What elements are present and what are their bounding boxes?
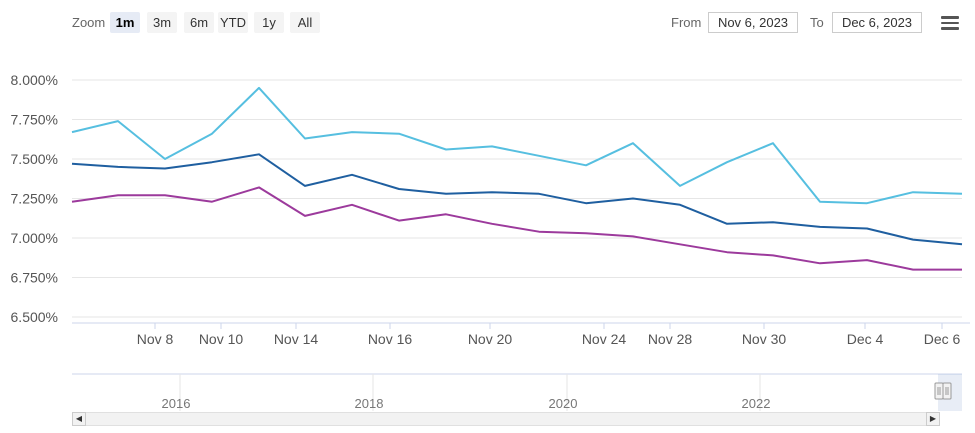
x-tick-label: Nov 24	[582, 331, 627, 347]
from-label: From	[671, 15, 702, 30]
series-line-3[interactable]	[71, 186, 962, 271]
x-tick-label: Dec 4	[847, 331, 884, 347]
navigator-year-label: 2016	[162, 396, 191, 411]
range-selector-toolbar: Zoom 1m 3m 6m YTD 1y All From To	[0, 0, 975, 46]
x-tick-label: Nov 14	[274, 331, 319, 347]
x-tick-label: Nov 20	[468, 331, 513, 347]
y-tick-label: 7.000%	[11, 230, 58, 246]
arrow-right-icon[interactable]: ▶	[926, 412, 940, 426]
from-date-input[interactable]	[708, 12, 798, 33]
navigator-scrollbar-track[interactable]	[86, 412, 926, 426]
grip-handle-icon[interactable]	[934, 382, 944, 400]
to-label: To	[810, 15, 824, 30]
x-tick-label: Nov 16	[368, 331, 413, 347]
y-tick-label: 6.500%	[11, 309, 58, 325]
zoom-ytd-button[interactable]: YTD	[218, 12, 248, 33]
navigator-year-label: 2022	[742, 396, 771, 411]
y-tick-label: 6.750%	[11, 270, 58, 286]
x-tick-label: Nov 28	[648, 331, 693, 347]
y-tick-label: 7.750%	[11, 112, 58, 128]
zoom-1y-button[interactable]: 1y	[254, 12, 284, 33]
to-date-input[interactable]	[832, 12, 922, 33]
x-tick-label: Nov 30	[742, 331, 787, 347]
x-tick-label: Dec 6	[924, 331, 961, 347]
y-tick-label: 7.500%	[11, 151, 58, 167]
navigator-year-label: 2020	[549, 396, 578, 411]
zoom-1m-button[interactable]: 1m	[110, 12, 140, 33]
navigator-area	[72, 374, 962, 411]
zoom-label: Zoom	[72, 15, 106, 30]
zoom-3m-button[interactable]: 3m	[147, 12, 177, 33]
zoom-all-button[interactable]: All	[290, 12, 320, 33]
y-tick-label: 8.000%	[11, 72, 58, 88]
grip-handle-icon[interactable]	[942, 382, 952, 400]
navigator-year-label: 2018	[355, 396, 384, 411]
arrow-left-icon[interactable]: ◀	[72, 412, 86, 426]
zoom-6m-button[interactable]: 6m	[184, 12, 214, 33]
y-tick-label: 7.250%	[11, 191, 58, 207]
series-line-2[interactable]	[71, 153, 963, 246]
x-tick-label: Nov 10	[199, 331, 244, 347]
hamburger-menu-icon[interactable]	[941, 16, 959, 30]
series-line-1[interactable]	[71, 86, 963, 205]
x-tick-label: Nov 8	[137, 331, 174, 347]
